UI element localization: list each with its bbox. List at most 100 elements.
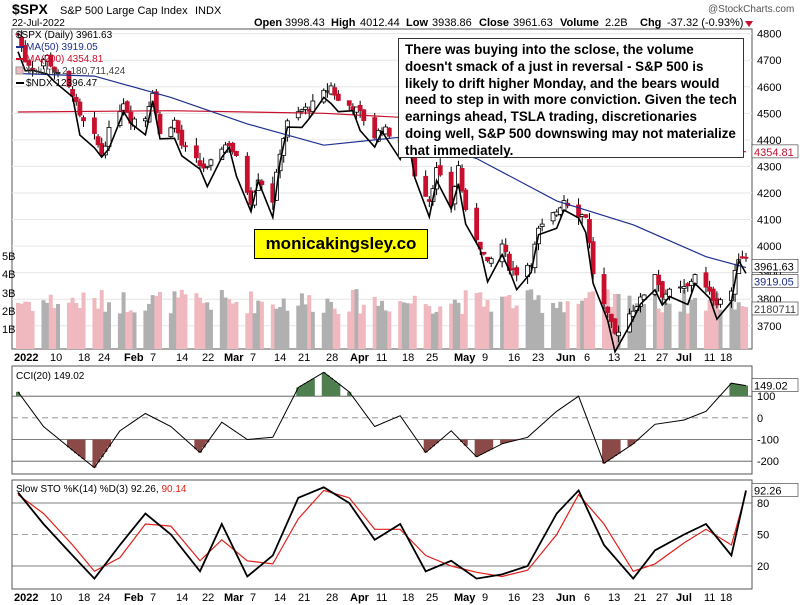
candle-body	[55, 71, 61, 74]
volume-bar	[259, 301, 264, 349]
candle-body	[193, 145, 199, 159]
candle-body	[303, 106, 308, 110]
legend-ndx: $NDX 12396.47	[26, 78, 98, 89]
volume-bar	[332, 308, 337, 349]
date-tick-label: 14	[274, 352, 286, 364]
candle-body	[230, 142, 236, 153]
candle-body	[299, 109, 305, 112]
volume-bar	[460, 313, 465, 349]
date-tick-label: 23	[532, 592, 544, 604]
volume-bar	[321, 312, 326, 349]
volume-bar	[682, 289, 687, 349]
price-tick-label: 4500	[757, 108, 781, 120]
high-value: 4012.44	[360, 17, 400, 29]
close-value: 3961.63	[513, 17, 553, 29]
cci-tick-label: -100	[757, 435, 779, 447]
legend-ma200: MA(200) 4354.81	[26, 54, 104, 65]
volume-bar	[740, 306, 745, 349]
volume-bar	[96, 308, 101, 349]
volume-bar	[449, 303, 454, 349]
date-tick-label: 14	[176, 592, 188, 604]
volume-bar	[358, 313, 363, 349]
volume-bar	[478, 292, 483, 349]
close-label: Close	[479, 17, 509, 29]
price-tick-label: 4100	[757, 215, 781, 227]
date-tick-label: 24	[98, 592, 110, 604]
date-tick-label: 2022	[14, 592, 38, 604]
chg-label: Chg	[640, 17, 661, 29]
volume-bar	[434, 311, 439, 349]
candle-body	[612, 318, 618, 334]
price-tick-label: 4600	[757, 82, 781, 94]
candle-body	[539, 223, 545, 227]
date-tick-label: 11	[704, 592, 715, 604]
date-tick-label: Jun	[556, 592, 576, 604]
volume-bar	[587, 292, 592, 349]
date-tick-label: 18	[402, 352, 414, 364]
candle-body	[656, 274, 662, 286]
date-tick-label: 18	[402, 592, 414, 604]
price-tick-label: 4200	[757, 188, 781, 200]
chart-date: 22-Jul-2022	[12, 18, 65, 29]
date-tick-label: 6	[584, 352, 590, 364]
volume-bar	[638, 305, 643, 349]
candle-body	[681, 286, 687, 289]
cci-last-box	[751, 378, 799, 392]
date-tick-label: Feb	[124, 592, 144, 604]
last-close-label-box	[751, 258, 799, 273]
candle-body	[233, 151, 239, 156]
volume-bar	[208, 309, 213, 349]
volume-bar	[456, 302, 461, 349]
stoch-tick-label: 20	[757, 561, 769, 573]
volume-bar	[507, 295, 512, 349]
volume-bar	[423, 304, 428, 349]
stoch-last-box	[751, 483, 799, 497]
volume-bar	[474, 292, 479, 349]
candle-body	[474, 207, 480, 241]
volume-bar	[81, 292, 86, 349]
stoch-d-line	[17, 489, 747, 578]
volume-bar	[562, 312, 566, 349]
volume-bar	[77, 308, 82, 349]
volume-bar	[430, 313, 435, 349]
candle-body	[503, 244, 509, 253]
date-tick-label: 21	[634, 352, 646, 364]
volume-bar	[168, 313, 173, 349]
commentary-box: There was buying into the sclose, the vo…	[398, 38, 744, 158]
volume-bar	[536, 295, 541, 349]
date-tick-label: 18	[720, 592, 732, 604]
date-tick-label: 2022	[14, 352, 38, 364]
volume-tick-label: 3B	[2, 288, 15, 300]
date-tick-label: 10	[50, 352, 62, 364]
date-tick-label: 22	[202, 352, 214, 364]
volume-bar	[336, 313, 341, 349]
candle-body	[357, 104, 363, 111]
candle-body	[295, 111, 301, 119]
candle-body	[153, 91, 159, 114]
stoch-d-value: 90.14	[161, 484, 186, 495]
date-tick-label: 7	[150, 592, 156, 604]
volume-label: Volume	[560, 17, 599, 29]
candle-body	[52, 66, 57, 73]
low-value: 3938.86	[432, 17, 472, 29]
price-tick-label: 4400	[757, 135, 781, 147]
candle-body	[437, 165, 443, 176]
volume-bar	[256, 300, 261, 349]
candle-body	[710, 288, 716, 301]
date-tick-label: 7	[250, 352, 256, 364]
volume-bar	[147, 303, 152, 349]
volume-bar	[227, 299, 232, 349]
volume-bar	[660, 312, 665, 349]
date-tick-label: 16	[508, 352, 520, 364]
date-tick-label: 13	[608, 592, 620, 604]
legend-main: $SPX (Daily) 3961.63	[16, 30, 113, 41]
volume-bar	[707, 299, 712, 349]
stoch-tick-label: 50	[757, 530, 769, 542]
candle-body	[259, 180, 265, 185]
candle-body	[321, 89, 327, 103]
volume-bar	[172, 291, 177, 349]
volume-bar	[23, 301, 28, 349]
volume-bar	[576, 303, 581, 349]
candle-body	[197, 160, 203, 166]
